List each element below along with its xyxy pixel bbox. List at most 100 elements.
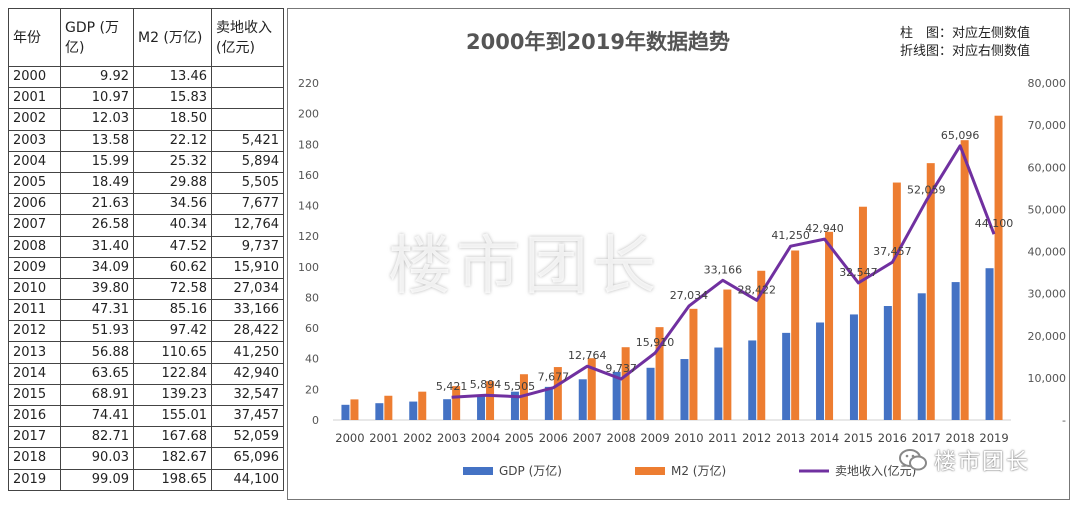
x-tick-label: 2015 bbox=[844, 431, 873, 445]
line-data-label: 5,421 bbox=[436, 380, 468, 393]
line-data-label: 41,250 bbox=[771, 229, 810, 242]
table-cell: 2010 bbox=[8, 277, 61, 301]
gdp-bar bbox=[951, 282, 960, 420]
m2-bar bbox=[587, 358, 596, 420]
table-cell: 2006 bbox=[8, 193, 61, 216]
table-header-cell: GDP (万亿) bbox=[60, 8, 134, 67]
chart-annotation: 柱 图：对应左侧数值 bbox=[900, 25, 1030, 41]
gdp-bar bbox=[375, 403, 384, 420]
table-cell: 37,457 bbox=[211, 404, 284, 428]
gdp-bar bbox=[985, 268, 994, 420]
y-right-tick-label: 40,000 bbox=[1028, 246, 1067, 259]
corner-watermark: 楼市团长 bbox=[898, 444, 1030, 476]
table-row: 2015 68.91 139.23 32,547 bbox=[8, 383, 284, 407]
table-cell: 18.49 bbox=[60, 171, 134, 195]
table-cell: 15.83 bbox=[133, 87, 212, 110]
table-cell: 65,096 bbox=[211, 447, 284, 470]
line-data-label: 33,166 bbox=[704, 263, 743, 276]
table-row: 2003 13.58 22.12 5,421 bbox=[8, 129, 284, 152]
table-cell: 40.34 bbox=[133, 214, 212, 237]
table-cell: 2013 bbox=[8, 341, 61, 364]
table-cell: 2012 bbox=[8, 320, 61, 343]
table-cell: 82.71 bbox=[60, 426, 134, 449]
table-cell: 2011 bbox=[8, 299, 61, 322]
table-cell: 31.40 bbox=[60, 235, 134, 258]
table-cell: 5,505 bbox=[211, 171, 284, 195]
gdp-bar bbox=[443, 399, 452, 420]
table-cell: 56.88 bbox=[60, 341, 134, 364]
y-left-tick-label: 160 bbox=[298, 169, 319, 182]
line-data-label: 37,457 bbox=[873, 245, 912, 258]
table-cell: 2018 bbox=[8, 447, 61, 470]
gdp-bar bbox=[341, 404, 350, 420]
table-cell: 2017 bbox=[8, 426, 61, 449]
m2-bar bbox=[960, 140, 969, 420]
gdp-bar bbox=[646, 367, 655, 420]
x-tick-label: 2000 bbox=[335, 431, 364, 445]
table-cell: 90.03 bbox=[60, 447, 134, 470]
y-right-tick-label: 80,000 bbox=[1028, 77, 1067, 90]
y-left-tick-label: 0 bbox=[312, 414, 319, 427]
table-cell: 2008 bbox=[8, 235, 61, 258]
y-left-tick-label: 40 bbox=[305, 353, 319, 366]
y-right-tick-label: 50,000 bbox=[1028, 203, 1067, 216]
x-tick-label: 2013 bbox=[776, 431, 805, 445]
m2-bar bbox=[452, 386, 461, 420]
m2-bar bbox=[723, 289, 732, 420]
table-header-cell: M2 (万亿) bbox=[133, 8, 212, 67]
table-cell: 42,940 bbox=[211, 362, 284, 385]
gdp-bar bbox=[544, 386, 553, 420]
table-cell: 97.42 bbox=[133, 320, 212, 343]
chart-title: 2000年到2019年数据趋势 bbox=[466, 30, 730, 54]
x-tick-label: 2016 bbox=[878, 431, 907, 445]
x-tick-label: 2018 bbox=[946, 431, 975, 445]
table-cell: 33,166 bbox=[211, 299, 284, 322]
line-data-label: 15,910 bbox=[636, 336, 675, 349]
legend-label: M2 (万亿) bbox=[671, 463, 726, 478]
table-cell: 60.62 bbox=[133, 256, 212, 279]
gdp-bar bbox=[612, 371, 621, 420]
table-cell: 85.16 bbox=[133, 299, 212, 322]
table-row: 2007 26.58 40.34 12,764 bbox=[8, 214, 284, 237]
table-cell: 25.32 bbox=[133, 150, 212, 173]
table-body: 2000 9.92 13.46 2001 10.97 15.83 2002 12.03 18.5… bbox=[8, 65, 284, 491]
table-row: 2004 15.99 25.32 5,894 bbox=[8, 150, 284, 173]
x-tick-label: 2001 bbox=[369, 431, 398, 445]
line-data-label: 5,505 bbox=[504, 380, 535, 393]
table-cell: 32,547 bbox=[211, 383, 284, 407]
legend-swatch bbox=[635, 467, 665, 475]
x-tick-label: 2014 bbox=[810, 431, 839, 445]
m2-bar bbox=[418, 391, 427, 420]
table-cell: 18.50 bbox=[133, 108, 212, 131]
x-tick-label: 2017 bbox=[912, 431, 941, 445]
table-row: 2009 34.09 60.62 15,910 bbox=[8, 256, 284, 279]
table-cell: 47.52 bbox=[133, 235, 212, 258]
table-cell: 9,737 bbox=[211, 235, 284, 258]
table-cell: 99.09 bbox=[60, 468, 134, 491]
x-tick-label: 2002 bbox=[403, 431, 432, 445]
table-cell: 2004 bbox=[8, 150, 61, 173]
table-cell: 15.99 bbox=[60, 150, 134, 173]
table-cell: 2000 bbox=[8, 65, 61, 89]
m2-bar bbox=[689, 308, 698, 420]
table-row: 2008 31.40 47.52 9,737 bbox=[8, 235, 284, 258]
m2-bar bbox=[553, 367, 562, 420]
table-row: 2010 39.80 72.58 27,034 bbox=[8, 277, 284, 301]
table-header-cell: 卖地收入(亿元) bbox=[211, 8, 284, 67]
table-cell: 5,421 bbox=[211, 129, 284, 152]
table-cell: 2015 bbox=[8, 383, 61, 407]
table-row: 2011 47.31 85.16 33,166 bbox=[8, 299, 284, 322]
m2-bar bbox=[655, 327, 664, 420]
gdp-bar bbox=[883, 306, 892, 420]
table-cell: 155.01 bbox=[133, 404, 212, 428]
table-row: 2000 9.92 13.46 bbox=[8, 65, 284, 89]
line-data-label: 44,100 bbox=[975, 217, 1014, 230]
gdp-bar bbox=[748, 340, 757, 420]
m2-bar bbox=[994, 115, 1003, 420]
table-cell: 167.68 bbox=[133, 426, 212, 449]
table-cell: 22.12 bbox=[133, 129, 212, 152]
table-cell: 2005 bbox=[8, 171, 61, 195]
y-right-tick-label: 70,000 bbox=[1028, 119, 1067, 132]
table-row: 2017 82.71 167.68 52,059 bbox=[8, 426, 284, 449]
x-tick-label: 2004 bbox=[471, 431, 500, 445]
